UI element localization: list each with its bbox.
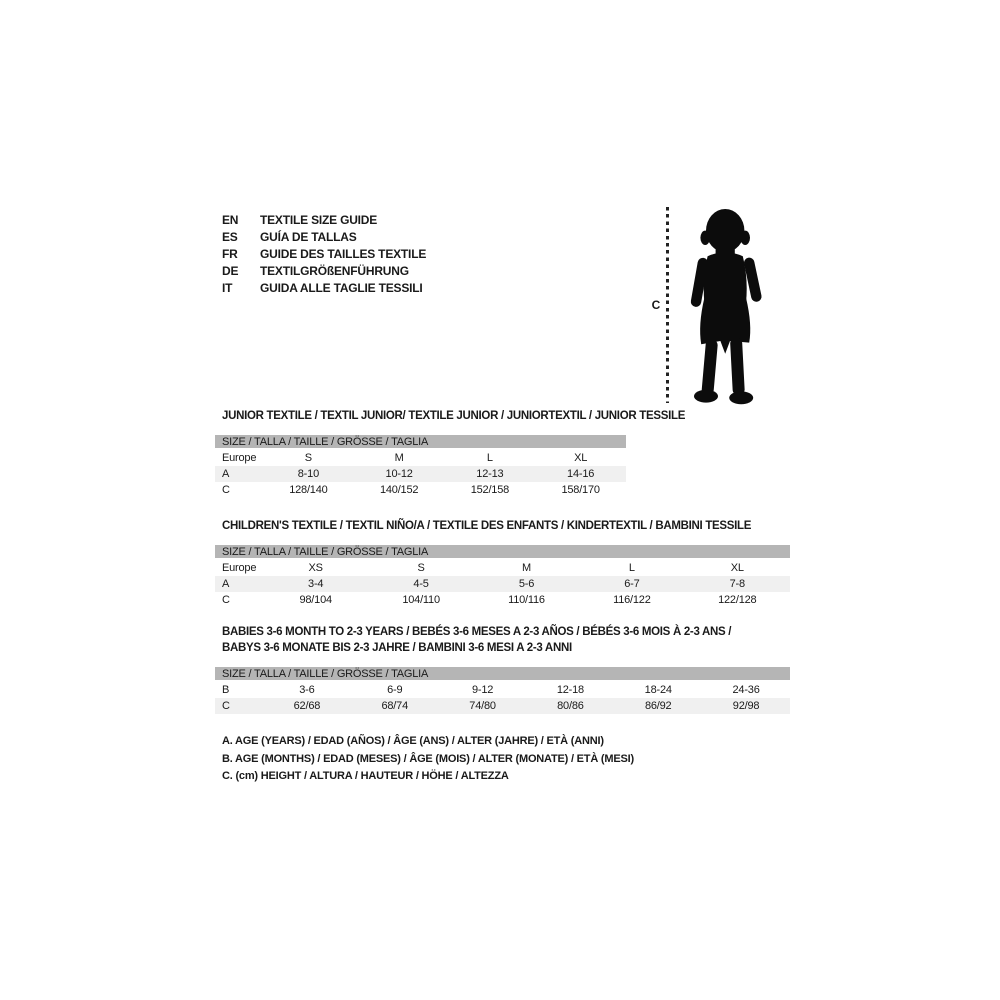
table-row-age-months: B 3-6 6-9 9-12 12-18 18-24 24-36	[215, 681, 790, 698]
size-cell: XS	[308, 562, 323, 574]
row-label: Europe	[222, 562, 257, 574]
size-cell: M	[394, 452, 404, 464]
table-row-height: C 98/104 104/110 110/116 116/122 122/128	[215, 592, 790, 608]
height-cell: 158/170	[561, 484, 600, 496]
height-measure-dotted-line	[666, 207, 669, 403]
age-cell: 6-7	[579, 576, 685, 592]
size-header-label: SIZE / TALLA / TAILLE / GRÖSSE / TAGLIA	[215, 435, 626, 450]
age-cell: 3-4	[263, 576, 369, 592]
size-header-bar: SIZE / TALLA / TAILLE / GRÖSSE / TAGLIA	[215, 667, 790, 682]
section-title-line1: BABIES 3-6 MONTH TO 2-3 YEARS / BEBÉS 3-…	[222, 626, 732, 638]
height-cell: 80/86	[526, 698, 615, 714]
height-cell: 74/80	[438, 698, 527, 714]
language-title: TEXTILGRÖßENFÜHRUNG	[260, 264, 409, 278]
age-cell: 6-9	[387, 684, 403, 696]
height-cell: 122/128	[718, 594, 757, 606]
age-cell: 24-36	[732, 684, 760, 696]
row-label: A	[215, 466, 263, 482]
height-cell: 110/116	[508, 594, 545, 606]
language-title: GUÍA DE TALLAS	[260, 230, 357, 244]
height-cell: 104/110	[402, 594, 440, 606]
age-cell: 4-5	[368, 576, 474, 592]
height-measure-label: C	[651, 298, 661, 312]
height-cell: 116/122	[613, 594, 651, 606]
height-cell: 92/98	[702, 698, 790, 714]
language-code: FR	[222, 247, 238, 261]
row-label: B	[222, 684, 230, 696]
age-cell: 8-10	[263, 466, 354, 482]
table-row-age: A 8-10 10-12 12-13 14-16	[215, 466, 626, 482]
junior-size-table: SIZE / TALLA / TAILLE / GRÖSSE / TAGLIA …	[215, 435, 626, 498]
table-row-age: A 3-4 4-5 5-6 6-7 7-8	[215, 576, 790, 592]
size-cell: L	[628, 562, 635, 574]
height-cell: 140/152	[379, 484, 419, 496]
age-cell: 9-12	[471, 684, 494, 696]
babies-textile-section: BABIES 3-6 MONTH TO 2-3 YEARS / BEBÉS 3-…	[215, 624, 790, 714]
section-title: CHILDREN'S TEXTILE / TEXTIL NIÑO/A / TEX…	[222, 520, 752, 532]
language-title: GUIDE DES TAILLES TEXTILE	[260, 247, 427, 261]
height-cell: 68/74	[350, 698, 439, 714]
height-cell: 62/68	[263, 698, 351, 714]
legend-line-age-months: B. AGE (MONTHS) / EDAD (MESES) / ÂGE (MO…	[222, 752, 634, 765]
age-cell: 12-13	[444, 466, 536, 482]
row-label: A	[215, 576, 263, 592]
toddler-silhouette-icon	[690, 209, 762, 405]
table-row-height: C 62/68 68/74 74/80 80/86 86/92 92/98	[215, 698, 790, 714]
legend-line-age-years: A. AGE (YEARS) / EDAD (AÑOS) / ÂGE (ANS)…	[222, 735, 604, 747]
size-header-label: SIZE / TALLA / TAILLE / GRÖSSE / TAGLIA	[215, 545, 790, 560]
language-code: IT	[222, 281, 233, 295]
size-cell: S	[304, 452, 312, 464]
language-row-es: ES GUÍA DE TALLAS	[222, 229, 426, 246]
babies-size-table: SIZE / TALLA / TAILLE / GRÖSSE / TAGLIA …	[215, 667, 790, 714]
table-row-europe: Europe XS S M L XL	[215, 559, 790, 576]
childrens-size-table: SIZE / TALLA / TAILLE / GRÖSSE / TAGLIA …	[215, 545, 790, 608]
table-row-height: C 128/140 140/152 152/158 158/170	[215, 482, 626, 498]
row-label: C	[222, 484, 230, 496]
table-row-europe: Europe S M L XL	[215, 449, 626, 466]
age-cell: 12-18	[556, 684, 584, 696]
row-label: C	[222, 594, 230, 606]
language-title-list: EN TEXTILE SIZE GUIDE ES GUÍA DE TALLAS …	[222, 212, 426, 297]
row-label: Europe	[222, 452, 257, 464]
age-cell: 18-24	[644, 684, 672, 696]
age-cell: 5-6	[473, 576, 580, 592]
language-row-de: DE TEXTILGRÖßENFÜHRUNG	[222, 263, 426, 280]
language-row-fr: FR GUIDE DES TAILLES TEXTILE	[222, 246, 426, 263]
size-header-bar: SIZE / TALLA / TAILLE / GRÖSSE / TAGLIA	[215, 545, 790, 560]
childrens-textile-section: CHILDREN'S TEXTILE / TEXTIL NIÑO/A / TEX…	[215, 518, 790, 608]
measurement-legend: A. AGE (YEARS) / EDAD (AÑOS) / ÂGE (ANS)…	[222, 733, 634, 786]
language-title: TEXTILE SIZE GUIDE	[260, 213, 378, 227]
age-cell: 3-6	[299, 684, 315, 696]
language-row-en: EN TEXTILE SIZE GUIDE	[222, 212, 426, 229]
height-cell: 86/92	[614, 698, 703, 714]
row-label: C	[215, 698, 263, 714]
language-code: EN	[222, 213, 239, 227]
language-code: ES	[222, 230, 238, 244]
size-cell: M	[521, 562, 531, 574]
size-cell: L	[486, 452, 493, 464]
language-title: GUIDA ALLE TAGLIE TESSILI	[260, 281, 423, 295]
age-cell: 14-16	[535, 466, 626, 482]
section-title: JUNIOR TEXTILE / TEXTIL JUNIOR/ TEXTILE …	[222, 410, 686, 422]
language-code: DE	[222, 264, 239, 278]
height-figure: C	[646, 205, 772, 405]
age-cell: 7-8	[684, 576, 790, 592]
language-row-it: IT GUIDA ALLE TAGLIE TESSILI	[222, 280, 426, 297]
height-cell: 128/140	[289, 484, 328, 496]
section-title-line2: BABYS 3-6 MONATE BIS 2-3 JAHRE / BAMBINI…	[222, 642, 572, 654]
size-header-bar: SIZE / TALLA / TAILLE / GRÖSSE / TAGLIA	[215, 435, 626, 450]
age-cell: 10-12	[353, 466, 445, 482]
size-cell: XL	[574, 452, 588, 464]
legend-line-height: C. (cm) HEIGHT / ALTURA / HAUTEUR / HÖHE…	[222, 770, 509, 782]
size-cell: S	[417, 562, 425, 574]
height-cell: 152/158	[470, 484, 510, 496]
size-cell: XL	[730, 562, 744, 574]
size-header-label: SIZE / TALLA / TAILLE / GRÖSSE / TAGLIA	[215, 667, 790, 682]
height-cell: 98/104	[299, 594, 332, 606]
junior-textile-section: JUNIOR TEXTILE / TEXTIL JUNIOR/ TEXTILE …	[215, 408, 686, 498]
